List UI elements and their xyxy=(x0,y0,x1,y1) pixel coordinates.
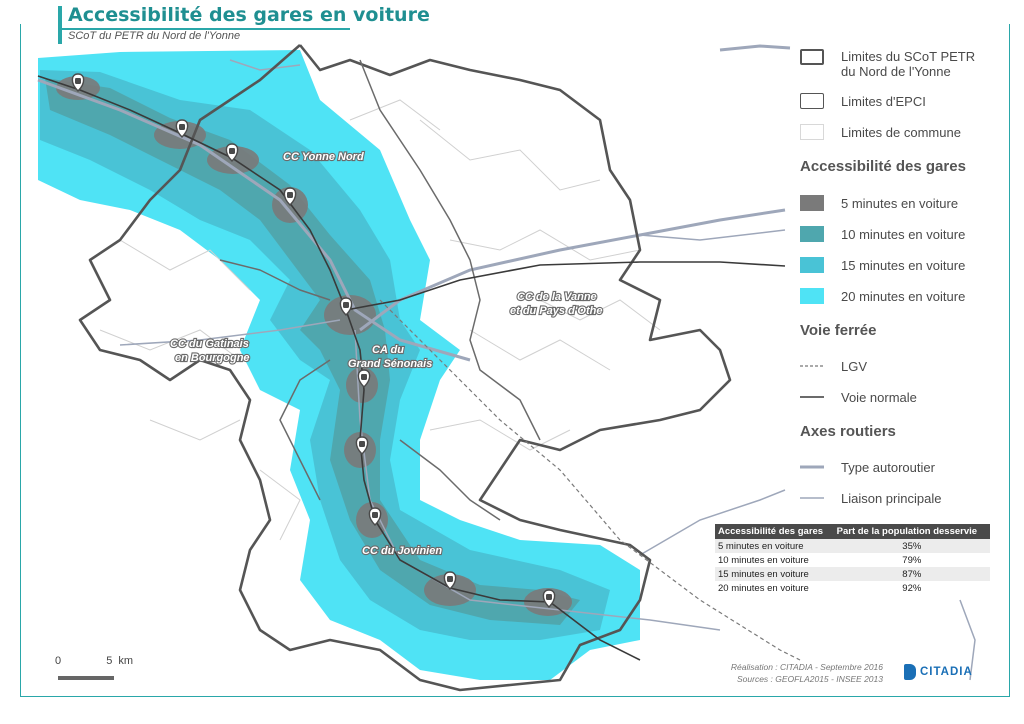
table-row: 10 minutes en voiture 79% xyxy=(715,553,990,567)
table-cell-value: 87% xyxy=(833,567,990,581)
lgv-symbol xyxy=(800,365,824,367)
citadia-logo-mark xyxy=(904,664,916,680)
label-cc-gatinais-1: CC du Gatinais xyxy=(170,338,249,350)
table-cell-label: 15 minutes en voiture xyxy=(715,567,834,581)
table-cell-value: 79% xyxy=(902,554,922,566)
citadia-logo-text: CITADIA xyxy=(920,666,973,678)
legend-min15: 15 minutes en voiture xyxy=(800,253,965,277)
swatch-min15 xyxy=(800,257,824,273)
rail-symbol xyxy=(800,396,824,398)
train-icon xyxy=(368,507,382,526)
train-icon xyxy=(355,436,369,455)
train-icon xyxy=(339,297,353,316)
commune-boundaries xyxy=(99,99,661,541)
legend-min5: 5 minutes en voiture xyxy=(800,191,958,215)
legend-principale: Liaison principale xyxy=(800,486,941,510)
table-header-access: Accessibilité des gares xyxy=(715,524,834,539)
map-subtitle: SCoT du PETR du Nord de l'Yonne xyxy=(68,30,241,42)
epci-boundaries xyxy=(219,59,541,521)
table-cell-label: 5 minutes en voiture xyxy=(715,539,834,553)
legend-autoroute: Type autoroutier xyxy=(800,455,935,479)
legend-scot: Limites du SCoT PETR du Nord de l'Yonne xyxy=(800,46,975,87)
legend-min5-label: 5 minutes en voiture xyxy=(841,195,959,211)
swatch-min5 xyxy=(800,195,824,211)
scot-symbol xyxy=(800,49,824,65)
scale-five: 5 xyxy=(106,655,113,667)
train-icon xyxy=(542,589,556,608)
label-cc-jovinien: CC du Jovinien xyxy=(362,545,442,557)
legend-epci-label: Limites d'EPCI xyxy=(841,93,926,109)
population-table: Accessibilité des gares Part de la popul… xyxy=(715,524,990,595)
train-icon xyxy=(283,187,297,206)
table-cell-label: 10 minutes en voiture xyxy=(718,554,809,566)
label-ca-grand-2: Grand Sénonais xyxy=(348,358,432,370)
legend-heading-access: Accessibilité des gares xyxy=(800,158,966,175)
credits-line1: Réalisation : CITADIA - Septembre 2016 xyxy=(730,662,883,672)
table-header-share: Part de la population desservie xyxy=(833,524,990,539)
scale-bar xyxy=(58,676,114,680)
legend-min10: 10 minutes en voiture xyxy=(800,222,965,246)
label-cc-gatinais-2: en Bourgogne xyxy=(175,352,250,364)
legend-normal-label: Voie normale xyxy=(841,389,917,405)
scale-unit: km xyxy=(118,655,134,667)
legend-commune: Limites de commune xyxy=(800,120,961,144)
train-icon xyxy=(175,119,189,138)
table-row: 15 minutes en voiture 87% xyxy=(715,567,990,581)
citadia-logo: CITADIA xyxy=(904,664,973,680)
legend-heading-roads: Axes routiers xyxy=(800,423,896,440)
legend-min10-label: 10 minutes en voiture xyxy=(841,226,966,242)
map-title: Accessibilité des gares en voiture xyxy=(68,4,430,26)
label-ca-grand-1: CA du xyxy=(372,344,404,356)
legend-lgv: LGV xyxy=(800,354,867,378)
table-row: 20 minutes en voiture 92% xyxy=(715,581,990,595)
train-icon xyxy=(357,369,371,388)
legend-principale-label: Liaison principale xyxy=(841,490,942,506)
table-header-row: Accessibilité des gares Part de la popul… xyxy=(715,524,990,539)
map-frame xyxy=(20,24,1010,697)
principale-symbol xyxy=(800,497,824,499)
legend-min20: 20 minutes en voiture xyxy=(800,284,965,308)
train-icon xyxy=(71,73,85,92)
label-cc-vanne-2: et du Pays d'Othe xyxy=(510,305,602,317)
legend-commune-label: Limites de commune xyxy=(841,124,961,140)
label-cc-vanne-1: CC de la Vanne xyxy=(517,291,597,303)
commune-symbol xyxy=(800,124,824,140)
epci-symbol xyxy=(800,93,824,109)
label-cc-yonne-nord: CC Yonne Nord xyxy=(283,151,364,163)
title-accent-bar xyxy=(58,6,62,44)
legend-epci: Limites d'EPCI xyxy=(800,89,926,113)
scale-labels: 0 5 km xyxy=(55,655,133,667)
legend-autoroute-label: Type autoroutier xyxy=(841,459,935,475)
legend-heading-rail: Voie ferrée xyxy=(800,322,877,339)
table-cell-value: 92% xyxy=(902,582,922,594)
swatch-min10 xyxy=(800,226,824,242)
scale-zero: 0 xyxy=(55,655,62,667)
credits: Réalisation : CITADIA - Septembre 2016 S… xyxy=(690,661,883,685)
legend-scot-line2: du Nord de l'Yonne xyxy=(841,64,951,79)
legend-normal: Voie normale xyxy=(800,385,917,409)
title-underline xyxy=(58,28,350,30)
table-row: 5 minutes en voiture 35% xyxy=(715,539,990,553)
credits-line2: Sources : GEOFLA2015 - INSEE 2013 xyxy=(737,674,883,684)
legend-min15-label: 15 minutes en voiture xyxy=(841,257,966,273)
station-markers xyxy=(71,73,556,608)
legend-min20-label: 20 minutes en voiture xyxy=(841,288,966,304)
swatch-min20 xyxy=(800,288,824,304)
table-cell-value: 35% xyxy=(833,539,990,553)
table-cell-label: 20 minutes en voiture xyxy=(718,582,809,594)
scot-boundary xyxy=(78,44,732,692)
legend-lgv-label: LGV xyxy=(841,358,868,374)
train-icon xyxy=(443,571,457,590)
train-icon xyxy=(225,143,239,162)
legend-scot-line1: Limites du SCoT PETR xyxy=(841,49,976,64)
railway-lgv xyxy=(379,299,801,661)
autoroute-symbol xyxy=(800,465,824,469)
